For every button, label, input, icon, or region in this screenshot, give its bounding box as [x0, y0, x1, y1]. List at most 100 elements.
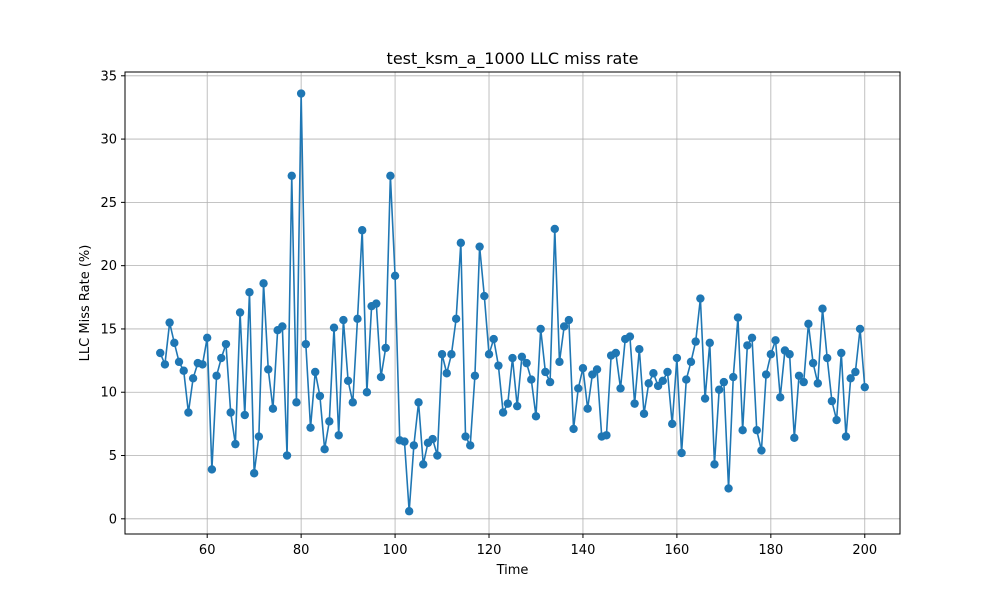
data-point [682, 375, 691, 384]
x-axis-label: Time [496, 563, 529, 578]
data-point [188, 374, 198, 383]
data-point [325, 417, 334, 426]
data-point [536, 324, 545, 334]
data-point [320, 444, 329, 454]
data-point [254, 432, 264, 441]
data-point [348, 398, 357, 407]
data-point [442, 369, 451, 378]
data-point [160, 360, 170, 369]
y-tick-label: 0 [109, 512, 117, 527]
data-point [747, 333, 757, 343]
plot-frame [124, 71, 901, 535]
data-point [625, 332, 635, 341]
data-point [555, 357, 564, 367]
data-point [827, 396, 837, 406]
data-point [578, 363, 588, 373]
data-point [559, 322, 569, 331]
data-point [311, 367, 320, 377]
data-point [372, 299, 381, 308]
x-tick-label: 180 [758, 543, 783, 558]
data-point [207, 465, 217, 474]
y-tick-label: 15 [100, 322, 117, 337]
data-point [358, 226, 367, 235]
data-point [494, 361, 503, 370]
data-point [729, 372, 738, 382]
data-point [785, 350, 794, 359]
data-point [278, 322, 287, 331]
data-point [700, 394, 710, 403]
data-point [404, 507, 414, 516]
data-point [630, 399, 639, 408]
x-axis-ticks: 60 80 100 120 140 160 180 200 [199, 534, 877, 558]
data-point [287, 171, 296, 180]
data-point [757, 446, 766, 455]
data-point [282, 451, 292, 460]
data-point [212, 371, 221, 380]
data-point [292, 398, 301, 407]
data-point [456, 238, 466, 248]
data-point [489, 334, 498, 344]
data-point [569, 424, 578, 434]
data-point [475, 242, 484, 251]
data-point [376, 372, 386, 382]
data-point [315, 391, 325, 401]
data-point [400, 437, 409, 446]
data-point [743, 341, 752, 350]
data-point [231, 439, 240, 449]
data-point [249, 469, 259, 478]
x-tick-label: 60 [199, 543, 216, 558]
data-point [461, 432, 470, 441]
data-point [259, 279, 268, 288]
data-point [710, 460, 719, 469]
y-axis-label: LLC Miss Rate (%) [78, 245, 93, 362]
data-point [705, 338, 714, 348]
data-point [264, 365, 273, 374]
data-point [245, 288, 254, 297]
data-point [823, 353, 832, 363]
data-point [343, 376, 353, 386]
data-point [541, 367, 550, 377]
y-axis-ticks: 0 5 10 15 20 25 30 35 [100, 69, 125, 527]
data-point [447, 350, 456, 359]
data-point [353, 314, 362, 324]
data-point [165, 318, 174, 327]
data-point [437, 350, 447, 359]
data-point [677, 448, 686, 458]
data-point [752, 426, 761, 435]
data-point [433, 451, 442, 460]
data-point [574, 384, 583, 393]
data-point [156, 348, 165, 358]
data-point [198, 360, 207, 369]
data-point [696, 294, 705, 303]
data-point [672, 353, 682, 363]
data-point [855, 324, 865, 334]
y-tick-label: 30 [100, 133, 117, 148]
y-tick-label: 25 [100, 196, 117, 211]
data-point [480, 291, 489, 301]
data-point [564, 315, 574, 325]
data-point [517, 352, 527, 361]
data-point [419, 460, 428, 469]
data-point [226, 408, 235, 417]
x-tick-label: 120 [477, 543, 502, 558]
data-point [339, 315, 348, 325]
data-point [240, 410, 249, 420]
data-point [766, 350, 776, 359]
y-tick-label: 10 [100, 386, 117, 401]
x-tick-label: 140 [571, 543, 596, 558]
data-point [635, 345, 644, 354]
data-point [414, 398, 423, 407]
data-point [301, 339, 311, 349]
data-point [738, 426, 747, 435]
data-point [592, 365, 602, 374]
data-point [531, 412, 541, 421]
data-point [611, 348, 621, 358]
data-point [498, 408, 508, 417]
x-tick-label: 200 [852, 543, 877, 558]
data-point [799, 377, 808, 387]
data-point [691, 337, 700, 346]
data-point [714, 385, 724, 394]
data-point [268, 404, 278, 413]
data-point [235, 308, 245, 317]
